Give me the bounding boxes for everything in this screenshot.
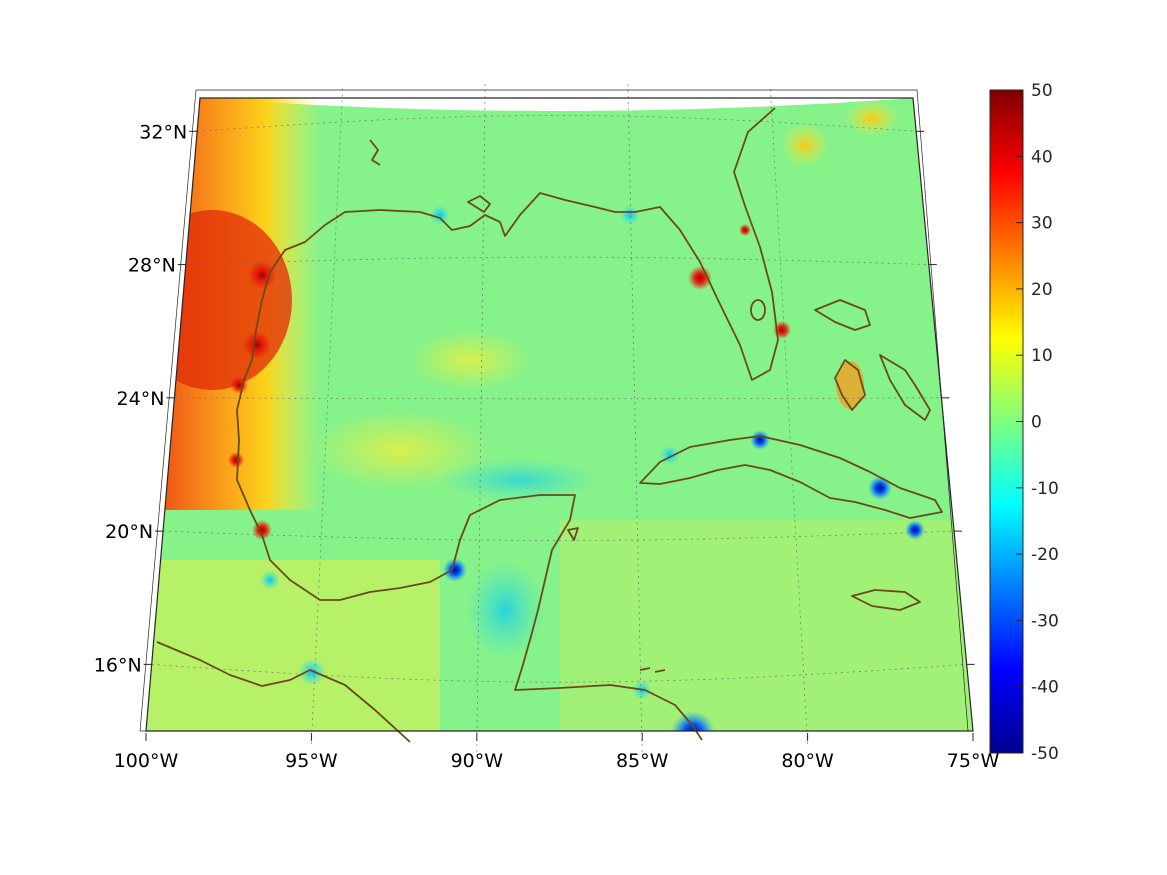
colorbar-label: 10: [1031, 346, 1053, 366]
hotspot: [739, 224, 751, 236]
colorbar-label: 40: [1031, 147, 1053, 167]
meridian-gridline: [476, 80, 486, 752]
map-frame-inner: [139, 89, 969, 732]
caribbean-warm-zone: [560, 520, 973, 731]
cuba-coastline: [639, 435, 943, 519]
parallel-gridline: [151, 664, 967, 683]
meridian-gridline: [770, 87, 808, 744]
bahamas-coastline: [814, 299, 931, 421]
colorbar-label: 50: [1031, 81, 1053, 101]
hotspot: [688, 266, 712, 290]
longitude-label: 80°W: [781, 750, 834, 772]
colorbar-label: -40: [1031, 678, 1059, 698]
map-field: [146, 98, 973, 731]
latitude-label: 16°N: [94, 654, 142, 676]
latitude-labels: 16°N 20°N 24°N 28°N 32°N: [94, 121, 975, 676]
colorbar-label: -10: [1031, 479, 1059, 499]
colorbar-label: 20: [1031, 280, 1053, 300]
latitude-label: 32°N: [139, 121, 187, 143]
coldspot: [298, 658, 326, 686]
coldspot: [260, 570, 280, 590]
hotspot: [243, 331, 271, 359]
parallel-gridline: [197, 114, 917, 132]
coldspot: [430, 205, 450, 225]
cozumel-island: [567, 527, 579, 541]
coldspot: [671, 711, 715, 731]
longitude-label: 85°W: [616, 750, 669, 772]
gulf-coastline: [236, 107, 779, 481]
pacific-coastline: [156, 641, 411, 743]
yucatan-cyan-patch: [465, 560, 545, 660]
longitude-label: 75°W: [947, 750, 1000, 772]
colorbar-ticks: 50 40 30 20 10 0 -10 -20 -30 -40 -50: [1016, 81, 1059, 764]
atlantic-yellow-patch: [781, 123, 829, 167]
colorbar-label: -20: [1031, 545, 1059, 565]
coldspot: [660, 445, 680, 465]
campeche-cyan-patch: [440, 458, 600, 502]
latitude-label: 24°N: [117, 388, 165, 410]
jamaica-coastline: [851, 589, 921, 611]
colorbar-label: 30: [1031, 214, 1053, 234]
meridian-gridline: [627, 80, 643, 752]
coldspot: [868, 476, 892, 500]
colorbar-label: 0: [1031, 413, 1042, 433]
coldspot: [443, 558, 467, 582]
guanaja-island: [639, 667, 666, 673]
coldspot: [620, 205, 640, 225]
mississippi-delta: [369, 139, 491, 213]
coldspot: [905, 520, 925, 540]
longitude-label: 95°W: [285, 750, 338, 772]
longitude-label: 100°W: [114, 750, 179, 772]
parallel-gridline: [185, 256, 929, 265]
gulf-yellow-patch: [310, 410, 490, 490]
mexico-coastline: [236, 479, 703, 741]
west-red-core: [146, 210, 292, 390]
lake-okeechobee: [750, 299, 766, 321]
meridian-gridline: [311, 87, 343, 744]
coastlines: [156, 107, 943, 743]
atlantic-yellow-patch: [844, 100, 900, 136]
latitude-label: 20°N: [105, 521, 153, 543]
longitude-labels: 100°W 95°W 90°W 85°W 80°W 75°W: [114, 733, 1000, 772]
longitude-label: 90°W: [451, 750, 504, 772]
hotspot: [228, 452, 244, 468]
latitude-label: 28°N: [128, 255, 176, 277]
southwest-warm-zone: [146, 560, 440, 731]
colorbar-label: -30: [1031, 611, 1059, 631]
parallel-gridline: [174, 397, 942, 400]
coldspot: [750, 430, 770, 450]
colorbar: 50 40 30 20 10 0 -10 -20 -30 -40 -50: [989, 81, 1059, 764]
hotspot: [248, 261, 276, 289]
gulf-yellow-patch: [410, 330, 530, 390]
colorbar-label: -50: [1031, 744, 1059, 764]
